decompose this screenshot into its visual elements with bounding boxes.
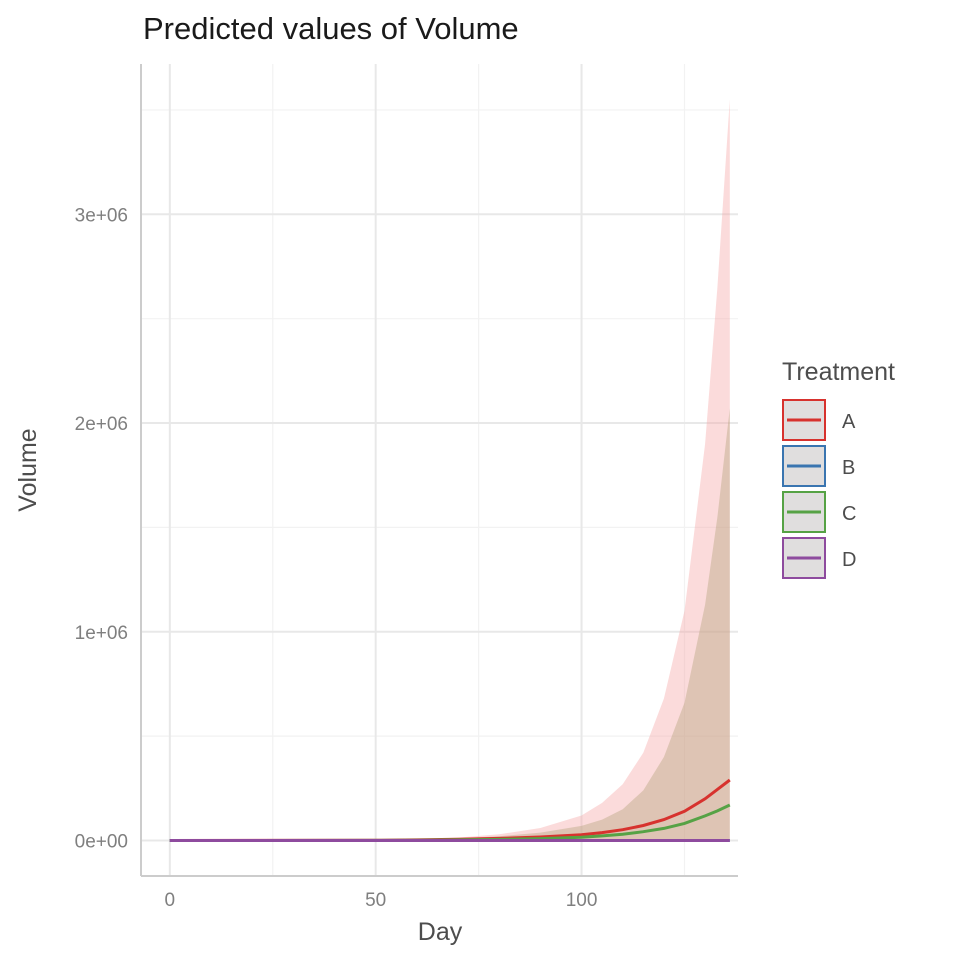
y-tick-label: 0e+00 <box>75 832 128 853</box>
legend-item-A: A <box>782 399 856 441</box>
tick-labels: 0 50 100 0e+00 1e+06 2e+06 3e+06 <box>75 205 598 911</box>
ribbon-C <box>169 408 730 841</box>
axes <box>140 64 738 877</box>
legend-item-C: C <box>782 491 856 533</box>
series-lines <box>169 778 731 842</box>
x-tick-label: 100 <box>566 890 598 911</box>
confidence-ribbons <box>169 99 730 841</box>
ribbon-A <box>169 99 730 841</box>
legend-title: Treatment <box>782 358 895 386</box>
x-tick-label: 50 <box>365 890 386 911</box>
x-axis-title: Day <box>418 918 463 946</box>
y-tick-label: 2e+06 <box>75 414 128 435</box>
y-tick-label: 1e+06 <box>75 623 128 644</box>
legend-label-B: B <box>842 457 855 479</box>
y-tick-label: 3e+06 <box>75 205 128 226</box>
x-tick-label: 0 <box>165 890 176 911</box>
legend-item-B: B <box>782 445 855 487</box>
legend-label-A: A <box>842 411 856 433</box>
legend: Treatment A B C D <box>782 358 895 579</box>
legend-label-C: C <box>842 503 856 525</box>
chart-title: Predicted values of Volume <box>143 11 519 46</box>
y-axis-title: Volume <box>14 428 42 511</box>
legend-item-D: D <box>782 537 856 579</box>
legend-label-D: D <box>842 549 856 571</box>
